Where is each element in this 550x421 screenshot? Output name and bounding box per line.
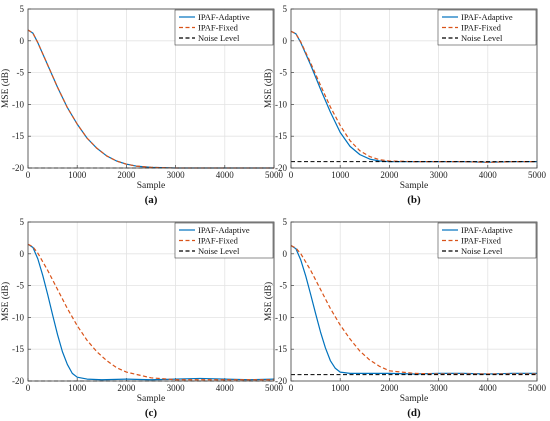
axes-frame xyxy=(290,221,538,382)
legend-entry: IPAF-Fixed xyxy=(461,23,502,33)
legend-box xyxy=(437,222,537,259)
y-tick-label: 5 xyxy=(20,217,25,227)
x-tick-label: 0 xyxy=(289,383,294,393)
x-tick-label: 3000 xyxy=(430,170,449,180)
x-tick-label: 5000 xyxy=(265,170,284,180)
y-axis-label: MSE (dB) xyxy=(0,282,11,321)
panel-label: (c) xyxy=(145,407,158,419)
panel-label: (a) xyxy=(145,194,158,206)
legend-entry: Noise Level xyxy=(198,246,240,256)
x-tick-label: 0 xyxy=(26,383,31,393)
x-tick-label: 4000 xyxy=(216,383,235,393)
x-tick-label: 0 xyxy=(26,170,31,180)
panel-label: (b) xyxy=(407,194,421,206)
legend-entry: Noise Level xyxy=(198,33,240,43)
x-tick-label: 2000 xyxy=(380,170,399,180)
x-axis-label: Sample xyxy=(400,181,429,191)
legend-entry: IPAF-Fixed xyxy=(198,23,239,33)
x-tick-label: 5000 xyxy=(528,383,547,393)
y-tick-label: -20 xyxy=(12,376,24,386)
x-tick-label: 1000 xyxy=(331,383,350,393)
series-line-ipaf-fixed xyxy=(290,244,537,375)
axes-frame xyxy=(27,8,275,169)
y-tick-label: -5 xyxy=(17,281,25,291)
y-tick-label: 5 xyxy=(283,217,288,227)
legend-entry: IPAF-Adaptive xyxy=(461,225,513,235)
x-tick-label: 3000 xyxy=(430,383,449,393)
y-tick-label: -5 xyxy=(280,281,288,291)
legend-entry: IPAF-Adaptive xyxy=(461,12,513,22)
y-tick-label: -15 xyxy=(275,344,287,354)
axes-frame xyxy=(290,8,538,169)
y-tick-label: 0 xyxy=(283,249,288,259)
legend-entry: IPAF-Fixed xyxy=(461,236,502,246)
y-tick-label: -15 xyxy=(275,131,287,141)
legend-entry: Noise Level xyxy=(461,33,503,43)
x-tick-label: 4000 xyxy=(479,383,498,393)
series-line-ipaf-fixed xyxy=(27,243,274,381)
y-axis-label: MSE (dB) xyxy=(263,282,274,321)
y-tick-label: -5 xyxy=(280,68,288,78)
y-tick-label: -10 xyxy=(275,312,287,322)
x-axis-label: Sample xyxy=(137,181,166,191)
x-tick-label: 3000 xyxy=(167,170,186,180)
x-tick-label: 5000 xyxy=(265,383,284,393)
y-tick-label: -10 xyxy=(12,312,24,322)
y-tick-label: -20 xyxy=(275,376,287,386)
y-tick-label: 5 xyxy=(283,4,288,14)
series-line-ipaf-adaptive xyxy=(290,245,537,375)
series-line-ipaf-fixed xyxy=(27,29,274,169)
axes-frame xyxy=(27,221,275,382)
x-tick-label: 1000 xyxy=(331,170,350,180)
y-axis-label: MSE (dB) xyxy=(263,69,274,108)
legend-entry: IPAF-Adaptive xyxy=(198,12,250,22)
y-tick-label: 5 xyxy=(20,4,25,14)
legend-box xyxy=(174,222,274,259)
x-tick-label: 5000 xyxy=(528,170,547,180)
panel-b: 0 1000 2000 3000 4000 5000 5 0 -5 -10 -15 -20 Sample… xyxy=(263,4,547,206)
x-tick-label: 2000 xyxy=(117,383,136,393)
panel-label: (d) xyxy=(407,407,421,419)
legend-entry: IPAF-Adaptive xyxy=(198,225,250,235)
y-tick-label: -20 xyxy=(275,163,287,173)
x-axis-label: Sample xyxy=(400,394,429,404)
x-tick-label: 4000 xyxy=(479,170,498,180)
y-tick-label: 0 xyxy=(20,249,25,259)
legend-box xyxy=(437,9,537,46)
x-tick-label: 2000 xyxy=(117,170,136,180)
y-tick-label: 0 xyxy=(20,36,25,46)
y-tick-label: -10 xyxy=(12,99,24,109)
legend-box xyxy=(174,9,274,46)
panel-a: 0 1000 2000 3000 4000 5000 5 0 -5 -10 -15 -20 Sample… xyxy=(0,4,284,206)
y-axis-label: MSE (dB) xyxy=(0,69,11,108)
panel-c: 0 1000 2000 3000 4000 5000 5 0 -5 -10 -15 -20 Sample… xyxy=(0,217,284,419)
y-tick-label: -10 xyxy=(275,99,287,109)
y-tick-label: -20 xyxy=(12,163,24,173)
y-tick-label: -15 xyxy=(12,344,24,354)
y-tick-label: -15 xyxy=(12,131,24,141)
y-tick-label: -5 xyxy=(17,68,25,78)
panel-d: 0 1000 2000 3000 4000 5000 5 0 -5 -10 -15 -20 Sample… xyxy=(263,217,547,419)
x-axis-label: Sample xyxy=(137,394,166,404)
legend-entry: IPAF-Fixed xyxy=(198,236,239,246)
x-tick-label: 1000 xyxy=(68,170,87,180)
x-tick-label: 0 xyxy=(289,170,294,180)
x-tick-label: 1000 xyxy=(68,383,87,393)
series-line-ipaf-adaptive xyxy=(27,243,275,381)
y-tick-label: 0 xyxy=(283,36,288,46)
x-tick-label: 2000 xyxy=(380,383,399,393)
x-tick-label: 3000 xyxy=(167,383,186,393)
x-tick-label: 4000 xyxy=(216,170,235,180)
legend-entry: Noise Level xyxy=(461,246,503,256)
